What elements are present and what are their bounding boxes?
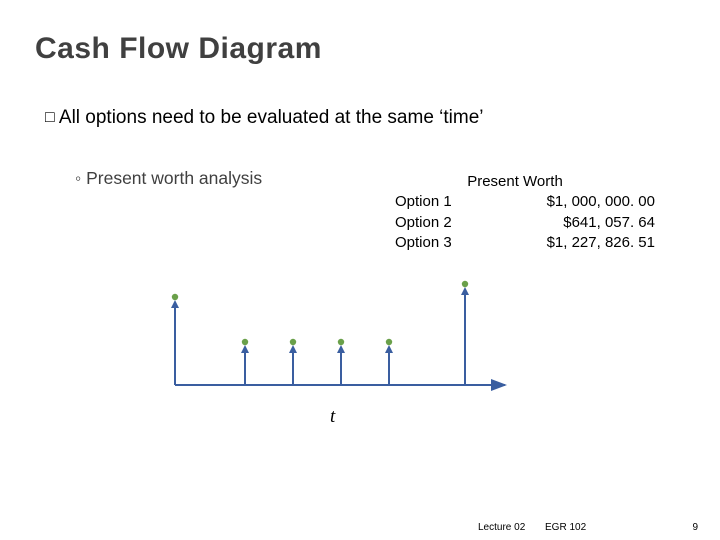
option-value: $1, 227, 826. 51 bbox=[547, 233, 655, 253]
option-value: $641, 057. 64 bbox=[563, 213, 655, 233]
bullet-text: All options need to be evaluated at the … bbox=[59, 107, 484, 128]
axis-label: t bbox=[330, 406, 335, 428]
option-label: Option 1 bbox=[395, 192, 452, 212]
table-row: Option 2 $641, 057. 64 bbox=[395, 213, 655, 233]
present-worth-table: Present Worth Option 1$1, 000, 000. 00Op… bbox=[395, 172, 655, 253]
footer-page-number: 9 bbox=[692, 522, 698, 533]
slide-title: Cash Flow Diagram bbox=[35, 32, 322, 66]
footer-lecture: Lecture 02 bbox=[478, 522, 525, 533]
table-row: Option 1 $1, 000, 000. 00 bbox=[395, 192, 655, 212]
main-bullet: □ All options need to be evaluated at th… bbox=[45, 106, 665, 131]
option-value: $1, 000, 000. 00 bbox=[547, 192, 655, 212]
footer-course: EGR 102 bbox=[545, 522, 586, 533]
table-row: Option 3 $1, 227, 826. 51 bbox=[395, 233, 655, 253]
option-label: Option 2 bbox=[395, 213, 452, 233]
option-label: Option 3 bbox=[395, 233, 452, 253]
sub-bullet: ◦ Present worth analysis bbox=[75, 168, 262, 189]
present-worth-header: Present Worth bbox=[395, 172, 635, 192]
sub-bullet-marker: ◦ bbox=[75, 168, 81, 188]
bullet-marker: □ bbox=[45, 109, 55, 126]
sub-bullet-text: Present worth analysis bbox=[86, 168, 262, 188]
cash-flow-diagram bbox=[135, 270, 505, 430]
